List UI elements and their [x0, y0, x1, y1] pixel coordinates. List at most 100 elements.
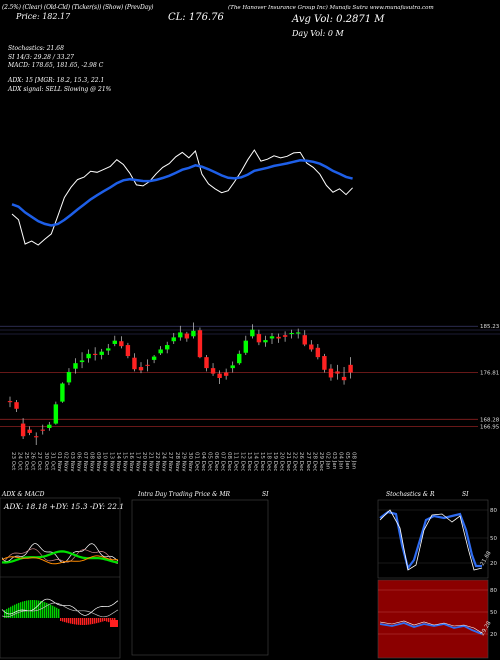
candle-body [348, 364, 353, 373]
date-label: 23 Oct [10, 452, 16, 471]
date-label: 14 Dec [252, 452, 258, 471]
company-title: (The Hanover Insurance Group Inc) Munafa… [228, 5, 434, 11]
stoch-axis-label: 50 [490, 536, 497, 542]
candle-body [282, 335, 288, 337]
candle-body [296, 332, 301, 334]
macd-bar [92, 618, 94, 625]
candle-body [197, 330, 203, 358]
candle-body [112, 340, 117, 344]
macd-bar [102, 618, 104, 622]
macd-value-marker [110, 620, 118, 627]
candle-body [276, 336, 281, 339]
candle-body [86, 353, 91, 359]
date-label: 06 Nov [76, 452, 82, 472]
macd-bar [64, 618, 66, 623]
candle-body [223, 372, 229, 376]
candle-body [14, 402, 19, 409]
close-price-line [11, 149, 353, 246]
date-label: 15 Dec [259, 452, 265, 471]
stoch-axis-label: 80 [490, 508, 497, 514]
candle-body [269, 336, 275, 339]
candle-body [217, 373, 222, 379]
date-label: 07 Dec [220, 452, 226, 471]
close-price: CL: 176.76 [168, 12, 224, 23]
candle-body [138, 367, 144, 371]
candle-body [125, 345, 131, 357]
macd-bar [70, 618, 72, 624]
candle-body [165, 345, 170, 350]
candle-body [237, 353, 242, 364]
macd-bar [32, 600, 34, 618]
macd-bar [54, 606, 56, 618]
date-label: 31 Oct [49, 452, 55, 471]
date-label: 20 Nov [141, 452, 147, 472]
price-chart: 185.23 176.81 168.28 166.95 23 Oct 24 Oct 25 O… [0, 149, 500, 472]
date-label: 18 Dec [265, 452, 271, 471]
date-label: 06 Dec [213, 452, 219, 471]
candle-body [250, 329, 255, 337]
candle-body [191, 330, 196, 337]
candle-body [119, 341, 124, 347]
adx-signal: ADX signal: SELL Slowing @ 21% [8, 86, 112, 93]
macd-bar [36, 600, 38, 618]
di-minus-line [1, 548, 119, 564]
date-label: 05 Dec [207, 452, 213, 471]
candle-body [341, 376, 347, 381]
candle-body [73, 363, 78, 369]
candle-body [335, 371, 340, 374]
day-volume: Day Vol: 0 M [292, 29, 344, 38]
date-label: 11 Dec [233, 452, 239, 471]
candle-body [60, 383, 65, 402]
candle-body [243, 340, 248, 353]
date-label: 24 Oct [17, 452, 23, 471]
macd-bar [26, 600, 28, 618]
date-label: 02 Jan [324, 452, 330, 470]
candle-body [66, 371, 72, 383]
candle-body [7, 401, 13, 403]
stoch-panel-si: SI [462, 491, 469, 498]
price-level-label: 166.95 [480, 425, 500, 431]
date-label: 01 Dec [193, 452, 199, 471]
date-label: 02 Nov [62, 452, 68, 472]
date-label: 24 Nov [161, 452, 167, 472]
date-label: 28 Dec [311, 452, 317, 471]
candle-body [309, 344, 314, 350]
intra-panel-title: Intra Day Trading Price & MR [138, 491, 231, 498]
date-label: 27 Dec [305, 452, 311, 471]
macd-bar [44, 602, 46, 618]
macd-bar [72, 618, 74, 625]
stochastics-stat: Stochastics: 21.68 [8, 45, 64, 52]
date-label: 19 Dec [272, 452, 278, 471]
header-line: (2.5%) (Clear) (Old-Cld) (Ticker(s)) (Sh… [2, 4, 154, 11]
macd-bar [80, 618, 82, 625]
macd-bar [108, 618, 110, 623]
date-label: 27 Nov [167, 452, 173, 472]
candle-body [34, 436, 39, 438]
stoch-d-line [379, 509, 483, 571]
candle-body [171, 337, 176, 342]
date-label: 15 Nov [121, 452, 127, 472]
date-label: 13 Dec [246, 452, 252, 471]
date-label: 29 Dec [318, 452, 324, 471]
date-label: 20 Dec [279, 452, 285, 471]
candle-body [132, 357, 137, 370]
macd-bar [56, 607, 58, 618]
macd-bar [50, 604, 52, 618]
date-label: 08 Dec [226, 452, 232, 471]
macd-line [1, 598, 119, 616]
candle-body [20, 423, 26, 437]
adx-panel-title: ADX & MACD [2, 491, 45, 498]
rsi-panel [377, 579, 489, 659]
macd-bar [78, 618, 80, 625]
macd-bar [52, 605, 54, 618]
ema-line [11, 159, 353, 227]
macd-bar [16, 603, 18, 618]
candle-body [47, 424, 52, 428]
candle-body [230, 365, 235, 369]
date-label: 03 Jan [331, 452, 337, 470]
candle-body [263, 340, 268, 343]
date-label: 03 Nov [69, 452, 75, 472]
macd-bar [106, 618, 108, 622]
macd-bar [90, 618, 92, 625]
date-label: 21 Nov [148, 452, 154, 472]
